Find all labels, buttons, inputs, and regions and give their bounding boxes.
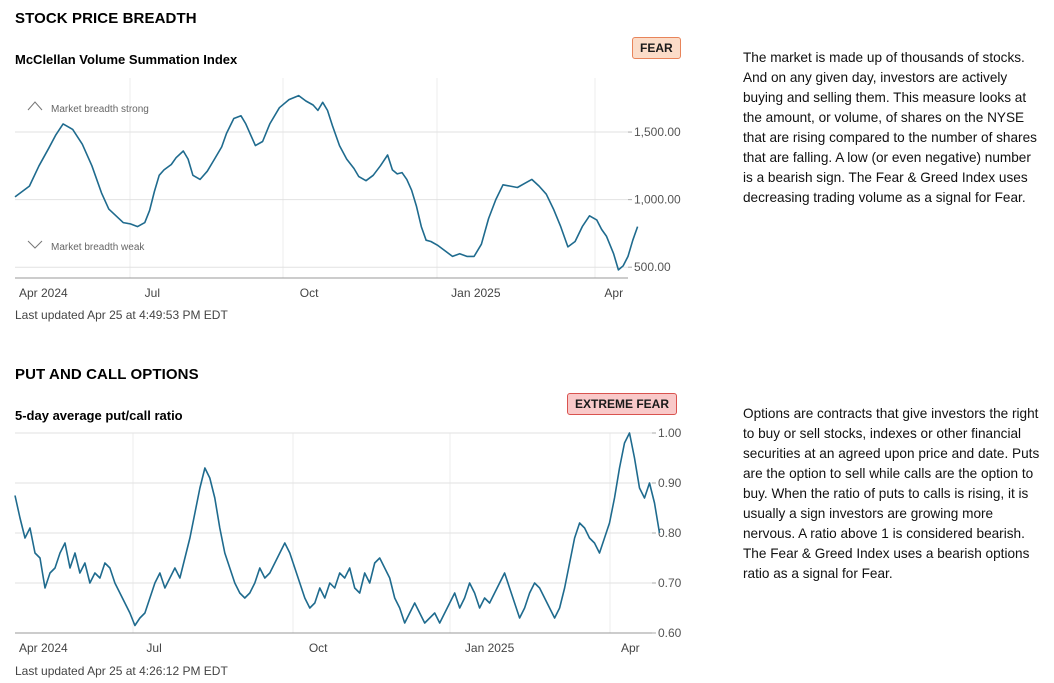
series-line: [14, 94, 639, 271]
stock-breadth-section: STOCK PRICE BREADTH McClellan Volume Sum…: [0, 0, 1054, 330]
annotation-strong: Market breadth strong: [51, 104, 149, 115]
y-tick-label: 0.80: [658, 526, 682, 540]
section-title: PUT AND CALL OPTIONS: [15, 366, 199, 383]
y-tick-label: 1,500.00: [634, 125, 681, 139]
description: Options are contracts that give investor…: [743, 406, 1040, 581]
x-tick-label: Apr 2024: [19, 641, 68, 655]
x-tick-label: Apr 2024: [19, 286, 68, 300]
last-updated: Last updated Apr 25 at 4:26:12 PM EDT: [15, 664, 228, 678]
y-tick-label: 0.70: [658, 576, 682, 590]
x-tick-label: Apr: [621, 641, 640, 655]
x-tick-label: Jul: [146, 641, 161, 655]
description: The market is made up of thousands of st…: [743, 50, 1037, 205]
last-updated: Last updated Apr 25 at 4:49:53 PM EDT: [15, 308, 228, 322]
chart-title: McClellan Volume Summation Index: [15, 52, 238, 67]
arrow-up-icon: [27, 101, 43, 111]
section-title: STOCK PRICE BREADTH: [15, 10, 197, 27]
fear-badge: FEAR: [632, 37, 681, 59]
x-tick-label: Apr: [604, 286, 623, 300]
extreme-fear-badge: EXTREME FEAR: [567, 393, 678, 415]
arrow-down-icon: [27, 240, 43, 249]
y-tick-label: 1.00: [658, 426, 682, 440]
breadth-chart: 1,500.00 1,000.00 500.00 Apr 2024 Jul Oct Jan …: [14, 78, 681, 300]
series-line: [14, 432, 661, 627]
annotation-weak: Market breadth weak: [51, 242, 145, 253]
x-tick-label: Jan 2025: [451, 286, 501, 300]
y-tick-label: 0.60: [658, 626, 682, 640]
x-tick-label: Oct: [300, 286, 319, 300]
x-tick-label: Jan 2025: [465, 641, 515, 655]
chart-title: 5-day average put/call ratio: [15, 408, 183, 423]
y-tick-label: 0.90: [658, 476, 682, 490]
y-tick-label: 500.00: [634, 260, 671, 274]
x-tick-label: Oct: [309, 641, 328, 655]
x-tick-label: Jul: [145, 286, 160, 300]
y-tick-label: 1,000.00: [634, 193, 681, 207]
